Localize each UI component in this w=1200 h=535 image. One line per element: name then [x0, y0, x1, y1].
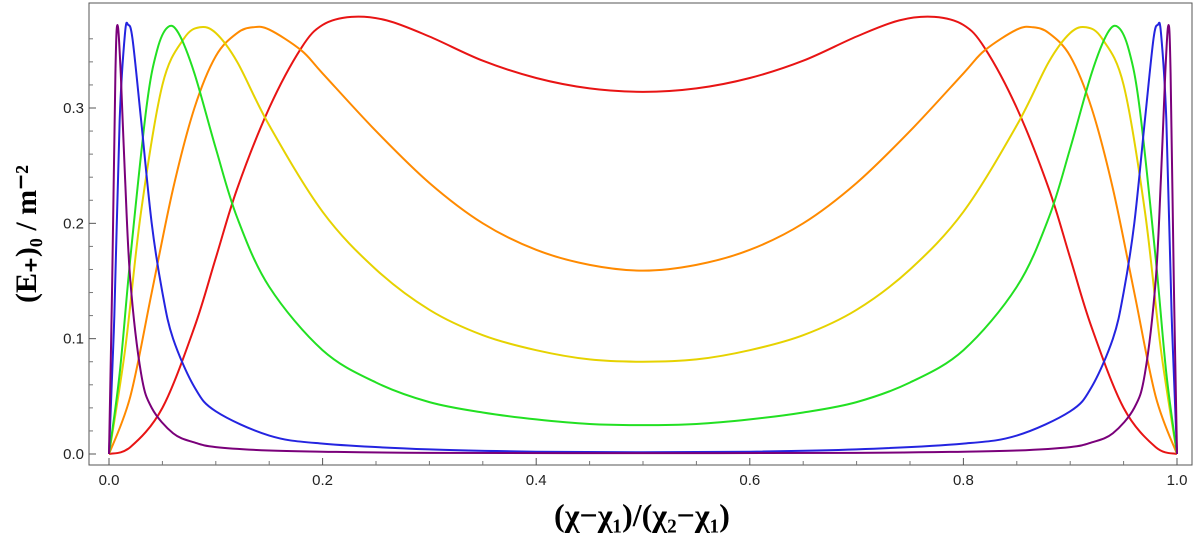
series-line-1 [108, 15, 1178, 455]
x-tick-label: 0.8 [953, 472, 974, 489]
x-tick-label: 0.2 [312, 472, 333, 489]
series-line-4 [108, 24, 1178, 455]
x-tick-label: 1.0 [1167, 472, 1188, 489]
x-tick-label: 0.6 [739, 472, 760, 489]
x-tick-label: 0.4 [526, 472, 547, 489]
series-line-5 [108, 21, 1178, 455]
x-tick-label: 0.0 [99, 472, 120, 489]
y-tick-label: 0.0 [63, 446, 84, 463]
x-axis-label: (χ−χ₁)/(χ₂−χ₁) [554, 497, 730, 533]
y-axis-label: (E₊)₀ / m⁻² [10, 165, 43, 303]
y-tick-label: 0.3 [63, 100, 84, 117]
y-tick-label: 0.1 [63, 331, 84, 348]
plot-frame [88, 2, 1193, 466]
series-line-6 [108, 23, 1178, 455]
y-tick-label: 0.2 [63, 215, 84, 232]
series-line-2 [108, 25, 1178, 455]
series-line-3 [108, 25, 1178, 455]
